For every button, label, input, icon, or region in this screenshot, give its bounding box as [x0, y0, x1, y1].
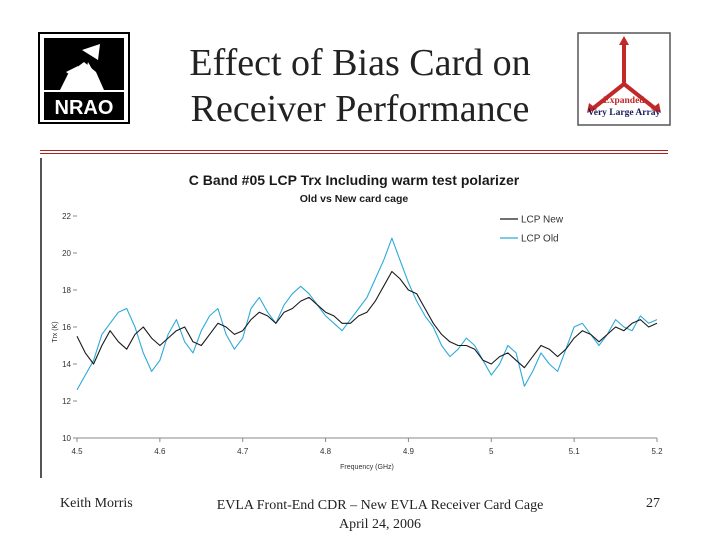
evla-logo: Expanded Very Large Array [577, 32, 671, 126]
nrao-logo: NRAO [38, 32, 130, 124]
legend-label-lcp-new: LCP New [521, 215, 564, 226]
footer-event-line-2: April 24, 2006 [338, 517, 422, 532]
x-tick-label: 4.5 [71, 447, 83, 456]
x-tick-label: 4.9 [403, 447, 415, 456]
x-tick-label: 4.6 [154, 447, 166, 456]
x-tick-label: 4.7 [237, 447, 249, 456]
chart-title: C Band #05 LCP Trx Including warm test p… [189, 172, 520, 188]
y-tick-label: 22 [62, 212, 71, 221]
evla-logo-line-1: Expanded [603, 96, 645, 106]
title-rule-bottom [40, 153, 668, 154]
x-tick-label: 5 [489, 447, 494, 456]
trx-chart: C Band #05 LCP Trx Including warm test p… [40, 158, 670, 478]
slide-title: Effect of Bias Card on Receiver Performa… [150, 40, 570, 132]
evla-logo-line-2: Very Large Array [588, 108, 661, 118]
y-tick-label: 16 [62, 323, 71, 332]
x-tick-label: 4.8 [320, 447, 332, 456]
legend-label-lcp-old: LCP Old [521, 234, 559, 245]
chart-subtitle: Old vs New card cage [300, 193, 409, 205]
footer-page-number: 27 [646, 496, 660, 511]
y-tick-label: 18 [62, 286, 71, 295]
series-line-lcp-new [76, 270, 658, 369]
series-line-lcp-old [76, 237, 658, 391]
y-tick-label: 12 [62, 397, 71, 406]
x-tick-label: 5.2 [651, 447, 663, 456]
footer-event: EVLA Front-End CDR – New EVLA Receiver C… [180, 496, 580, 534]
slide-title-line-1: Effect of Bias Card on [189, 42, 531, 84]
nrao-logo-text: NRAO [55, 97, 114, 119]
footer-author: Keith Morris [60, 496, 133, 511]
slide-title-line-2: Receiver Performance [190, 88, 530, 130]
chart-legend: LCP New LCP Old [500, 215, 564, 245]
y-tick-label: 20 [62, 249, 71, 258]
title-rule-top [40, 150, 668, 151]
footer-event-line-1: EVLA Front-End CDR – New EVLA Receiver C… [216, 498, 544, 513]
y-tick-label: 14 [62, 360, 71, 369]
y-axis-label: Trx (K) [52, 321, 59, 342]
x-tick-label: 5.1 [569, 447, 581, 456]
x-axis-label: Frequency (GHz) [340, 464, 394, 471]
y-tick-label: 10 [62, 434, 71, 443]
